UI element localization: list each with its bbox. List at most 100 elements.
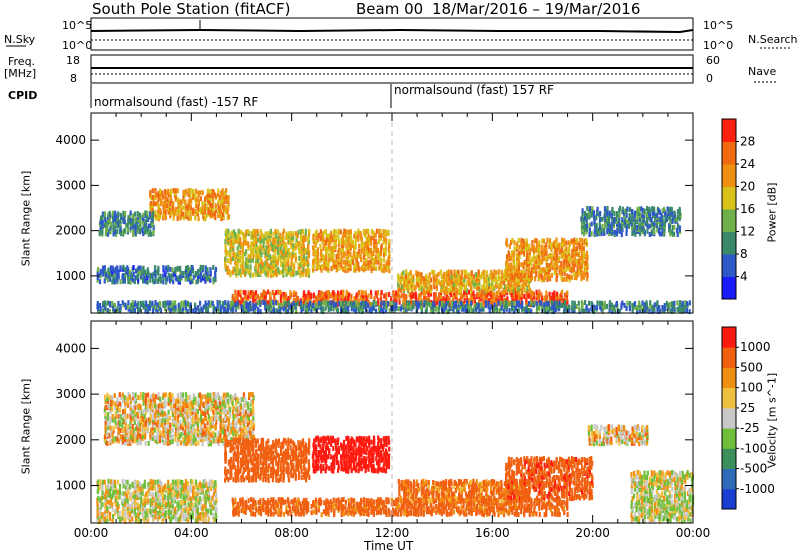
data-cell: [337, 239, 340, 245]
data-cell: [299, 247, 302, 253]
data-cell: [170, 188, 173, 194]
data-cell: [585, 238, 588, 243]
data-cell: [111, 406, 114, 412]
data-cell: [640, 227, 643, 232]
data-cell: [447, 301, 450, 306]
data-cell: [254, 233, 257, 239]
data-cell: [307, 507, 310, 513]
data-cell: [114, 423, 118, 429]
data-cell: [328, 233, 331, 239]
data-cell: [134, 275, 137, 281]
data-cell: [484, 300, 488, 306]
data-cell: [518, 250, 521, 256]
data-cell: [299, 304, 302, 310]
data-cell: [489, 506, 492, 512]
cpid-segment-2: normalsound (fast) 157 RF: [394, 83, 554, 97]
data-cell: [360, 506, 363, 512]
data-cell: [285, 301, 288, 306]
data-cell: [250, 234, 253, 240]
data-cell: [430, 507, 433, 513]
data-cell: [513, 272, 517, 278]
data-cell: [324, 260, 328, 265]
data-cell: [212, 207, 215, 213]
data-cell: [445, 276, 448, 282]
data-cell: [149, 189, 152, 195]
data-cell: [260, 245, 263, 251]
data-cell: [299, 272, 302, 278]
data-cell: [152, 224, 155, 230]
data-cell: [314, 497, 317, 503]
data-cell: [154, 209, 157, 215]
data-cell: [165, 279, 168, 285]
ytick-label: 2000: [55, 224, 86, 238]
data-cell: [368, 505, 371, 511]
data-cell: [651, 304, 654, 310]
data-cell: [513, 502, 516, 508]
data-cell: [297, 245, 300, 251]
data-cell: [104, 405, 107, 410]
data-cell: [460, 274, 463, 280]
data-cell: [292, 243, 295, 249]
data-cell: [655, 221, 658, 227]
data-cell: [565, 249, 568, 255]
data-cell: [340, 503, 343, 509]
data-cell: [280, 509, 283, 515]
data-cell: [377, 298, 380, 304]
data-cell: [294, 302, 297, 308]
data-cell: [325, 299, 328, 305]
data-cell: [458, 300, 461, 306]
data-cell: [145, 219, 148, 224]
data-cell: [108, 416, 111, 422]
data-cell: [650, 216, 653, 222]
data-cell: [525, 304, 529, 310]
data-cell: [676, 227, 679, 233]
data-cell: [573, 266, 576, 272]
data-cell: [106, 421, 109, 427]
data-cell: [588, 227, 591, 233]
data-cell: [648, 223, 651, 229]
data-cell: [141, 269, 144, 275]
data-cell: [249, 300, 252, 306]
data-cell: [194, 192, 197, 198]
data-cell: [364, 290, 367, 296]
data-cell: [555, 300, 558, 306]
data-cell: [656, 306, 659, 312]
data-cell: [332, 300, 335, 306]
data-cell: [219, 205, 222, 211]
data-cell: [418, 504, 421, 510]
data-cell: [207, 300, 210, 306]
data-cell: [292, 245, 295, 251]
data-cell: [688, 300, 691, 306]
data-cell: [410, 276, 413, 282]
data-cell: [348, 501, 351, 507]
data-cell: [284, 266, 287, 272]
data-cell: [666, 212, 669, 218]
data-cell: [417, 282, 420, 288]
data-cell: [468, 304, 471, 310]
data-cell: [418, 286, 421, 291]
data-cell: [130, 302, 133, 308]
data-cell: [351, 243, 355, 249]
data-cell: [480, 505, 483, 511]
data-cell: [116, 228, 119, 234]
data-cell: [333, 229, 336, 235]
data-cell: [428, 282, 431, 288]
data-cell: [576, 272, 579, 278]
data-cell: [397, 511, 400, 517]
data-cell: [152, 308, 155, 314]
data-cell: [352, 267, 356, 273]
data-cell: [458, 302, 461, 308]
data-cell: [288, 231, 291, 237]
data-cell: [467, 272, 470, 278]
data-cell: [363, 254, 366, 260]
data-cell: [528, 293, 531, 299]
data-cell: [516, 294, 519, 300]
data-cell: [327, 509, 330, 515]
data-cell: [536, 254, 539, 260]
data-cell: [540, 244, 543, 250]
data-cell: [646, 228, 649, 234]
data-cell: [286, 308, 289, 314]
data-cell: [548, 266, 551, 272]
data-cell: [184, 300, 187, 306]
data-cell: [664, 216, 667, 222]
